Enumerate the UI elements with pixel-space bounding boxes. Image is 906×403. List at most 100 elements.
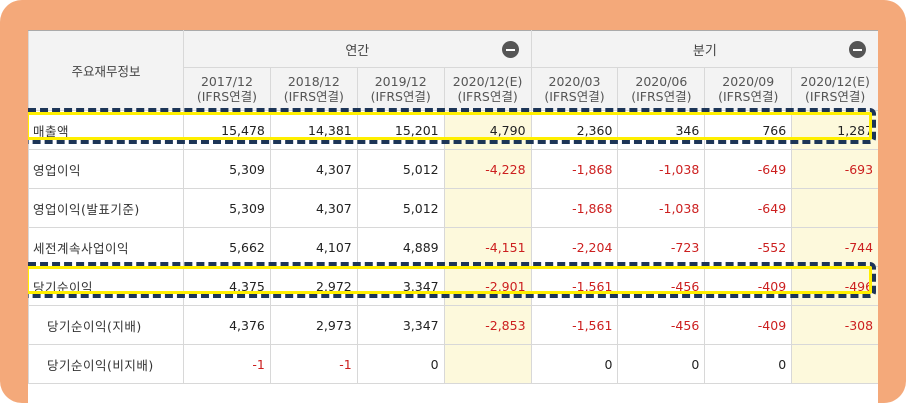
value-cell: 14,381 xyxy=(269,110,358,150)
value-cell: 4,375 xyxy=(183,266,271,306)
row-label: 세전계속사업이익 xyxy=(28,227,184,267)
corner-header: 주요재무정보 xyxy=(28,30,184,111)
value-cell: -409 xyxy=(704,305,793,345)
value-cell: -4,151 xyxy=(443,227,532,267)
period-basis: (IFRS연결) xyxy=(805,89,866,104)
period-basis: (IFRS연결) xyxy=(718,89,779,104)
value-cell: 2,973 xyxy=(269,305,358,345)
period-label: 2020/09 xyxy=(722,74,775,89)
value-cell: 0 xyxy=(704,344,793,384)
value-cell xyxy=(791,344,878,384)
value-cell: 5,012 xyxy=(356,188,445,228)
value-cell: -649 xyxy=(704,188,793,228)
value-cell: 4,376 xyxy=(183,305,271,345)
table-row: 당기순이익(지배) 4,376 2,973 3,347 -2,853 -1,561 -456… xyxy=(28,305,878,345)
quarter-collapse-minus-icon[interactable] xyxy=(849,41,867,58)
row-label: 영업이익 xyxy=(28,149,184,189)
period-basis: (IFRS연결) xyxy=(196,89,258,104)
period-basis: (IFRS연결) xyxy=(631,89,692,104)
period-header: 2019/12 (IFRS연결) xyxy=(356,67,445,111)
value-cell: -2,901 xyxy=(443,266,532,306)
value-cell: 3,347 xyxy=(356,305,445,345)
annual-group-header: 연간 xyxy=(183,30,532,68)
quarter-group-label: 분기 xyxy=(692,43,717,59)
quarter-group-header: 분기 xyxy=(530,30,878,68)
period-label: 2018/12 xyxy=(287,74,340,89)
value-cell: -1,561 xyxy=(530,266,619,306)
value-cell: 5,309 xyxy=(183,188,271,228)
period-header: 2020/03 (IFRS연결) xyxy=(530,67,619,111)
value-cell: 5,012 xyxy=(356,149,445,189)
value-cell: -1,038 xyxy=(617,149,706,189)
period-header: 2018/12 (IFRS연결) xyxy=(269,67,358,111)
table-row: 세전계속사업이익 5,662 4,107 4,889 -4,151 -2,204 -723-… xyxy=(28,227,878,267)
value-cell: -1 xyxy=(183,344,271,384)
period-header: 2020/06 (IFRS연결) xyxy=(617,67,706,111)
value-cell: -693 xyxy=(791,149,878,189)
period-label: 2020/06 xyxy=(635,74,688,89)
table-row: 당기순이익 4,375 2,972 3,347 -2,901 -1,561 -456 -409… xyxy=(28,266,878,306)
row-label: 영업이익(발표기준) xyxy=(28,188,184,228)
value-cell: 346 xyxy=(617,110,706,150)
value-cell: 4,307 xyxy=(269,188,358,228)
value-cell: 0 xyxy=(356,344,445,384)
value-cell: 5,662 xyxy=(183,227,271,267)
row-label: 당기순이익(비지배) xyxy=(28,344,184,384)
value-cell: 4,307 xyxy=(269,149,358,189)
value-cell: 5,309 xyxy=(183,149,271,189)
table-row: 당기순이익(비지배) -1 -1 0 0 0 0 xyxy=(28,344,878,384)
value-cell: -744 xyxy=(791,227,878,267)
period-label: 2020/12(E) xyxy=(800,74,870,89)
value-cell: -723 xyxy=(617,227,706,267)
value-cell xyxy=(443,188,532,228)
value-cell xyxy=(791,188,878,228)
table-row: 영업이익(발표기준) 5,309 4,307 5,012 -1,868 -1,038 -64… xyxy=(28,188,878,228)
value-cell: 15,478 xyxy=(183,110,271,150)
period-header: 2020/12(E) (IFRS연결) xyxy=(443,67,532,111)
value-cell: -4,228 xyxy=(443,149,532,189)
period-basis: (IFRS연결) xyxy=(457,89,518,104)
value-cell: -1,038 xyxy=(617,188,706,228)
value-cell: -1,561 xyxy=(530,305,619,345)
financial-summary-sheet: 주요재무정보 연간 분기 2017/12 (IFRS연결) 2018/12 (IFRS… xyxy=(28,30,878,403)
value-cell: 3,347 xyxy=(356,266,445,306)
value-cell: -496 xyxy=(791,266,878,306)
value-cell: 4,107 xyxy=(269,227,358,267)
value-cell: 4,889 xyxy=(356,227,445,267)
value-cell: -649 xyxy=(704,149,793,189)
value-cell: 766 xyxy=(704,110,793,150)
period-basis: (IFRS연결) xyxy=(283,89,344,104)
value-cell: -456 xyxy=(617,305,706,345)
value-cell: -2,853 xyxy=(443,305,532,345)
period-basis: (IFRS연결) xyxy=(370,89,431,104)
period-header: 2017/12 (IFRS연결) xyxy=(183,67,271,111)
value-cell: 0 xyxy=(617,344,706,384)
value-cell: 4,790 xyxy=(443,110,532,150)
value-cell: -1 xyxy=(269,344,358,384)
row-label: 매출액 xyxy=(28,110,184,150)
period-label: 2017/12 xyxy=(200,74,253,89)
financial-table: 주요재무정보 연간 분기 2017/12 (IFRS연결) 2018/12 (IFRS… xyxy=(28,30,878,384)
period-header-row: 2017/12 (IFRS연결) 2018/12 (IFRS연결) 2019/12 (IF… xyxy=(29,67,878,111)
value-cell xyxy=(443,344,532,384)
value-cell: -552 xyxy=(704,227,793,267)
annual-collapse-minus-icon[interactable] xyxy=(501,41,519,58)
period-basis: (IFRS연결) xyxy=(544,89,605,104)
table-row: 매출액 15,478 14,381 15,201 4,790 2,360 346 766 1,2… xyxy=(28,110,878,150)
period-label: 2020/12(E) xyxy=(452,74,523,89)
annual-group-label: 연간 xyxy=(345,43,370,59)
value-cell: -308 xyxy=(791,305,878,345)
value-cell: -409 xyxy=(704,266,793,306)
value-cell: -2,204 xyxy=(530,227,619,267)
value-cell: -1,868 xyxy=(530,149,619,189)
value-cell: 2,360 xyxy=(530,110,619,150)
value-cell: -456 xyxy=(617,266,706,306)
row-label: 당기순이익 xyxy=(28,266,184,306)
value-cell: -1,868 xyxy=(530,188,619,228)
value-cell: 0 xyxy=(530,344,619,384)
period-label: 2019/12 xyxy=(374,74,427,89)
table-body: 매출액 15,478 14,381 15,201 4,790 2,360 346 766 1,2… xyxy=(28,110,878,384)
value-cell: 2,972 xyxy=(269,266,358,306)
period-label: 2020/03 xyxy=(548,74,601,89)
row-label: 당기순이익(지배) xyxy=(28,305,184,345)
